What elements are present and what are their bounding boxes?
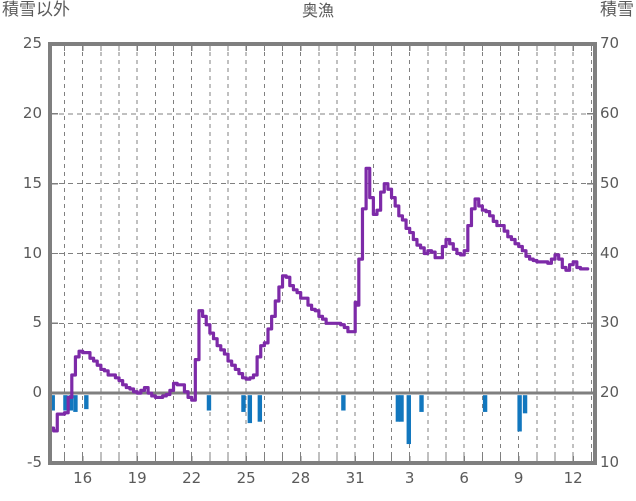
- snow-bar: [63, 395, 68, 411]
- snow-bar: [257, 395, 263, 422]
- snow-bar: [73, 395, 78, 412]
- y-axis-right-tick-label: 40: [600, 243, 620, 262]
- x-axis-tick-label: 6: [459, 469, 469, 487]
- snow-bar: [241, 395, 246, 412]
- snow-bar: [522, 395, 528, 414]
- snow-bar: [50, 395, 55, 411]
- snow-bar: [517, 395, 522, 432]
- y-axis-left-tick-label: 25: [22, 34, 42, 52]
- y-axis-left-tick-label: 15: [22, 173, 42, 192]
- chart-title: 奥漁: [301, 1, 334, 20]
- snow-bar: [395, 395, 401, 422]
- x-axis-tick-label: 19: [127, 469, 147, 487]
- y-axis-right-tick-label: 30: [600, 313, 620, 332]
- y-axis-right-tick-label: 50: [600, 173, 620, 192]
- x-axis-tick-label: 12: [563, 469, 583, 487]
- snow-bar: [247, 395, 253, 424]
- snow-bar: [341, 395, 346, 411]
- y-axis-right-tick-label: 10: [600, 453, 620, 471]
- y-axis-left-tick-label: 5: [32, 313, 42, 332]
- x-axis-tick-label: 9: [513, 469, 524, 487]
- data-line-snow-free: [48, 166, 590, 433]
- snow-bar: [84, 395, 89, 410]
- x-axis-tick-label: 16: [73, 469, 93, 487]
- x-axis-tick-label: 22: [182, 469, 202, 487]
- x-axis-tick-label: 31: [345, 469, 365, 487]
- y-axis-left-tick-label: 20: [22, 103, 42, 122]
- y-axis-right-tick-label: 60: [600, 103, 620, 122]
- x-axis-tick-label: 3: [404, 469, 415, 487]
- snow-bar: [399, 395, 404, 422]
- plot-border: [48, 42, 597, 465]
- snow-bar: [206, 395, 212, 411]
- snow-bar: [482, 395, 488, 412]
- y-axis-left-tick-label: 0: [32, 383, 42, 402]
- y-axis-left-tick-label: -5: [27, 453, 42, 471]
- snow-bar: [68, 395, 74, 411]
- x-axis-tick-label: 25: [236, 469, 256, 487]
- snow-bar: [419, 395, 424, 412]
- left-axis-unit-label: 積雪以外: [2, 0, 70, 20]
- right-axis-unit-label: 積雪: [600, 0, 634, 20]
- y-axis-right-tick-label: 70: [600, 34, 620, 52]
- y-axis-left-tick-label: 10: [22, 243, 42, 262]
- y-axis-right-tick-label: 20: [600, 383, 620, 402]
- snow-bar: [406, 395, 411, 445]
- x-axis-tick-label: 28: [291, 469, 311, 487]
